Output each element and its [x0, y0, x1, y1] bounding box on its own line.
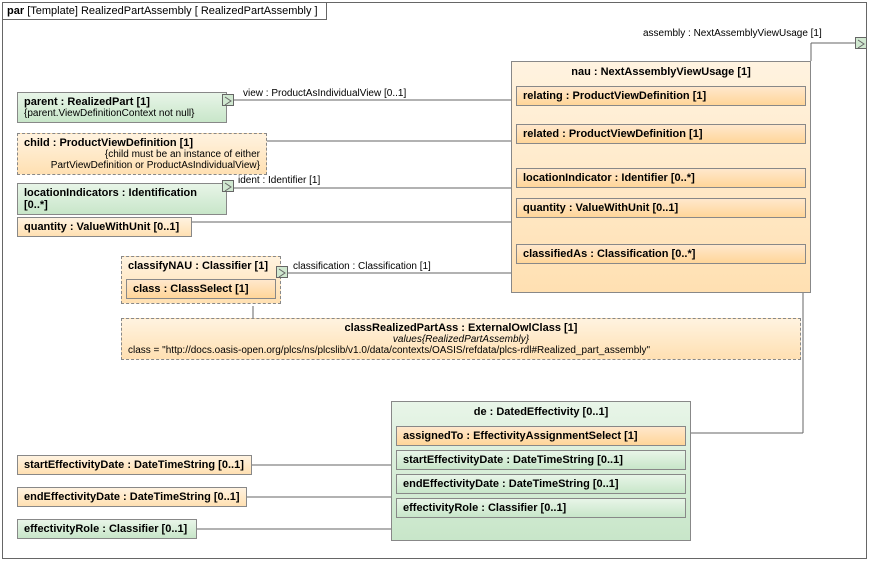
parent-label: parent : RealizedPart [1]	[24, 96, 220, 108]
port-parent	[222, 94, 234, 106]
node-classify-nau[interactable]: classifyNAU : Classifier [1] class : Cla…	[121, 256, 281, 304]
node-location-indicators[interactable]: locationIndicators : Identification [0..…	[17, 183, 227, 215]
nau-relating: relating : ProductViewDefinition [1]	[516, 86, 806, 106]
nau-label: nau : NextAssemblyViewUsage [1]	[512, 62, 810, 82]
node-quantity-left[interactable]: quantity : ValueWithUnit [0..1]	[17, 217, 192, 237]
child-constraint: {child must be an instance of either Par…	[24, 149, 260, 171]
parent-constraint: {parent.ViewDefinitionContext not null}	[24, 108, 220, 119]
frame-prefix: par	[7, 5, 24, 17]
class-realized-values: values{RealizedPartAssembly}	[128, 334, 794, 345]
de-role: effectivityRole : Classifier [0..1]	[396, 498, 686, 518]
node-child[interactable]: child : ProductViewDefinition [1] {child…	[17, 133, 267, 175]
classify-nau-label: classifyNAU : Classifier [1]	[122, 257, 280, 275]
class-realized-label: classRealizedPartAss : ExternalOwlClass …	[128, 322, 794, 334]
de-assigned: assignedTo : EffectivityAssignmentSelect…	[396, 426, 686, 446]
class-realized-text: class = "http://docs.oasis-open.org/plcs…	[128, 345, 794, 356]
edge-label-classification: classification : Classification [1]	[293, 261, 431, 272]
de-label: de : DatedEffectivity [0..1]	[392, 402, 690, 422]
node-de[interactable]: de : DatedEffectivity [0..1] assignedTo …	[391, 401, 691, 541]
node-start-eff[interactable]: startEffectivityDate : DateTimeString [0…	[17, 455, 252, 475]
node-end-eff[interactable]: endEffectivityDate : DateTimeString [0..…	[17, 487, 247, 507]
edge-label-ident: ident : Identifier [1]	[238, 175, 320, 186]
nau-classified: classifiedAs : Classification [0..*]	[516, 244, 806, 264]
child-label: child : ProductViewDefinition [1]	[24, 137, 260, 149]
port-assembly	[855, 37, 867, 49]
node-parent[interactable]: parent : RealizedPart [1] {parent.ViewDe…	[17, 92, 227, 123]
node-eff-role[interactable]: effectivityRole : Classifier [0..1]	[17, 519, 197, 539]
de-start: startEffectivityDate : DateTimeString [0…	[396, 450, 686, 470]
nau-quantity: quantity : ValueWithUnit [0..1]	[516, 198, 806, 218]
diagram-frame: par [Template] RealizedPartAssembly [ Re…	[2, 2, 867, 559]
node-nau[interactable]: nau : NextAssemblyViewUsage [1] relating…	[511, 61, 811, 293]
edge-label-assembly: assembly : NextAssemblyViewUsage [1]	[643, 28, 822, 39]
frame-header: par [Template] RealizedPartAssembly [ Re…	[3, 3, 327, 20]
nau-location: locationIndicator : Identifier [0..*]	[516, 168, 806, 188]
nau-related: related : ProductViewDefinition [1]	[516, 124, 806, 144]
port-classify	[276, 266, 288, 278]
de-end: endEffectivityDate : DateTimeString [0..…	[396, 474, 686, 494]
frame-title: [Template] RealizedPartAssembly [ Realiz…	[27, 5, 317, 17]
classify-nau-class: class : ClassSelect [1]	[126, 279, 276, 299]
node-class-realized[interactable]: classRealizedPartAss : ExternalOwlClass …	[121, 318, 801, 360]
port-loc	[222, 180, 234, 192]
edge-label-view: view : ProductAsIndividualView [0..1]	[243, 88, 406, 99]
